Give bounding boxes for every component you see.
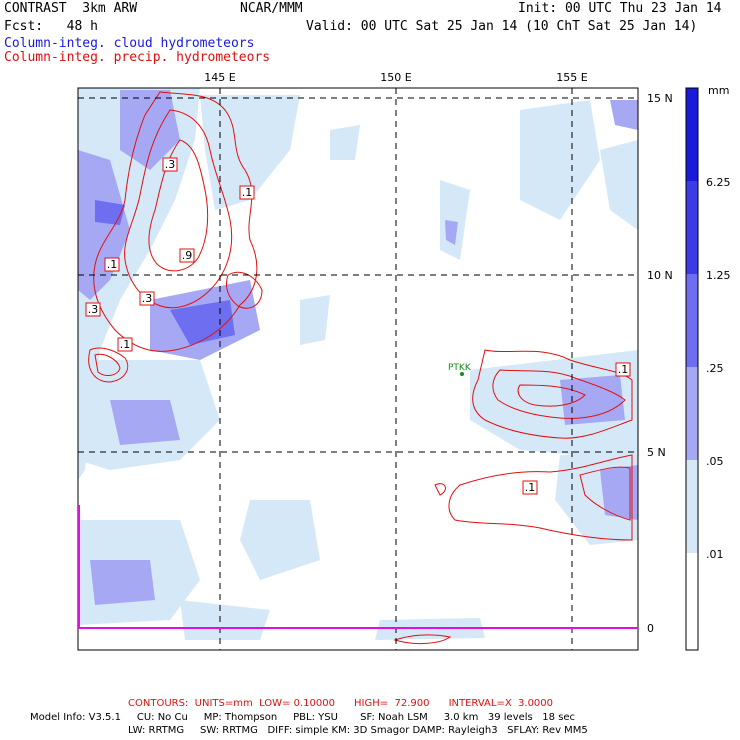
lon-label-150: 150 E — [380, 71, 411, 84]
contour-label: .1 — [120, 338, 131, 351]
lon-label-145: 145 E — [204, 71, 235, 84]
contour-label: .1 — [242, 186, 253, 199]
colorbar-swatch — [686, 274, 698, 367]
colorbar-level: 1.25 — [706, 269, 731, 282]
colorbar-swatch — [686, 460, 698, 553]
precip-contours — [88, 91, 633, 645]
colorbar-swatch — [686, 181, 698, 274]
cloud-shading — [78, 88, 638, 640]
contour-label: .1 — [107, 258, 118, 271]
forecast-hour: Fcst: 48 h — [4, 19, 98, 34]
model-info-line2: LW: RRTMG SW: RRTMG DIFF: simple KM: 3D … — [128, 725, 588, 736]
station-marker-icon — [460, 372, 464, 376]
lat-lon-grid — [78, 88, 638, 650]
colorbar-level: .01 — [706, 548, 724, 561]
lat-label-5n: 5 N — [647, 446, 666, 459]
contour-label: .1 — [618, 363, 629, 376]
lat-label-equator: 0 — [647, 622, 654, 635]
colorbar-swatch — [686, 88, 698, 181]
organization: NCAR/MMM — [240, 1, 303, 16]
valid-time: Valid: 00 UTC Sat 25 Jan 14 (10 ChT Sat … — [306, 19, 698, 34]
contour-label: .3 — [165, 158, 176, 171]
contour-label-group: .3 .1 .1 .9 .3 .3 .1 .1 .1 — [85, 157, 631, 495]
colorbar-level: .05 — [706, 455, 724, 468]
model-title: CONTRAST 3km ARW — [4, 1, 138, 16]
lat-label-15n: 15 N — [647, 92, 673, 105]
station-label: PTKK — [448, 363, 472, 373]
lat-label-10n: 10 N — [647, 269, 673, 282]
equator-line — [78, 505, 638, 629]
precip-field-title: Column-integ. precip. hydrometeors — [4, 50, 271, 65]
lon-label-155: 155 E — [556, 71, 587, 84]
colorbar-level: 6.25 — [706, 176, 731, 189]
contour-label: .9 — [182, 249, 193, 262]
contour-label: .3 — [88, 303, 99, 316]
model-info-line1: Model Info: V3.5.1 CU: No Cu MP: Thompso… — [30, 712, 576, 723]
plot-frame — [77, 87, 639, 651]
contour-info: CONTOURS: UNITS=mm LOW= 0.10000 HIGH= 72… — [128, 698, 554, 709]
colorbar-level: .25 — [706, 362, 724, 375]
init-time: Init: 00 UTC Thu 23 Jan 14 — [518, 1, 722, 16]
colorbar: mm 6.25 1.25 .25 .05 .01 — [685, 84, 731, 651]
contour-label: .3 — [142, 292, 153, 305]
contour-label: .1 — [525, 481, 536, 494]
colorbar-swatch — [686, 367, 698, 460]
cloud-field-title: Column-integ. cloud hydrometeors — [4, 36, 255, 51]
colorbar-swatch — [686, 553, 698, 650]
colorbar-units: mm — [708, 84, 729, 97]
